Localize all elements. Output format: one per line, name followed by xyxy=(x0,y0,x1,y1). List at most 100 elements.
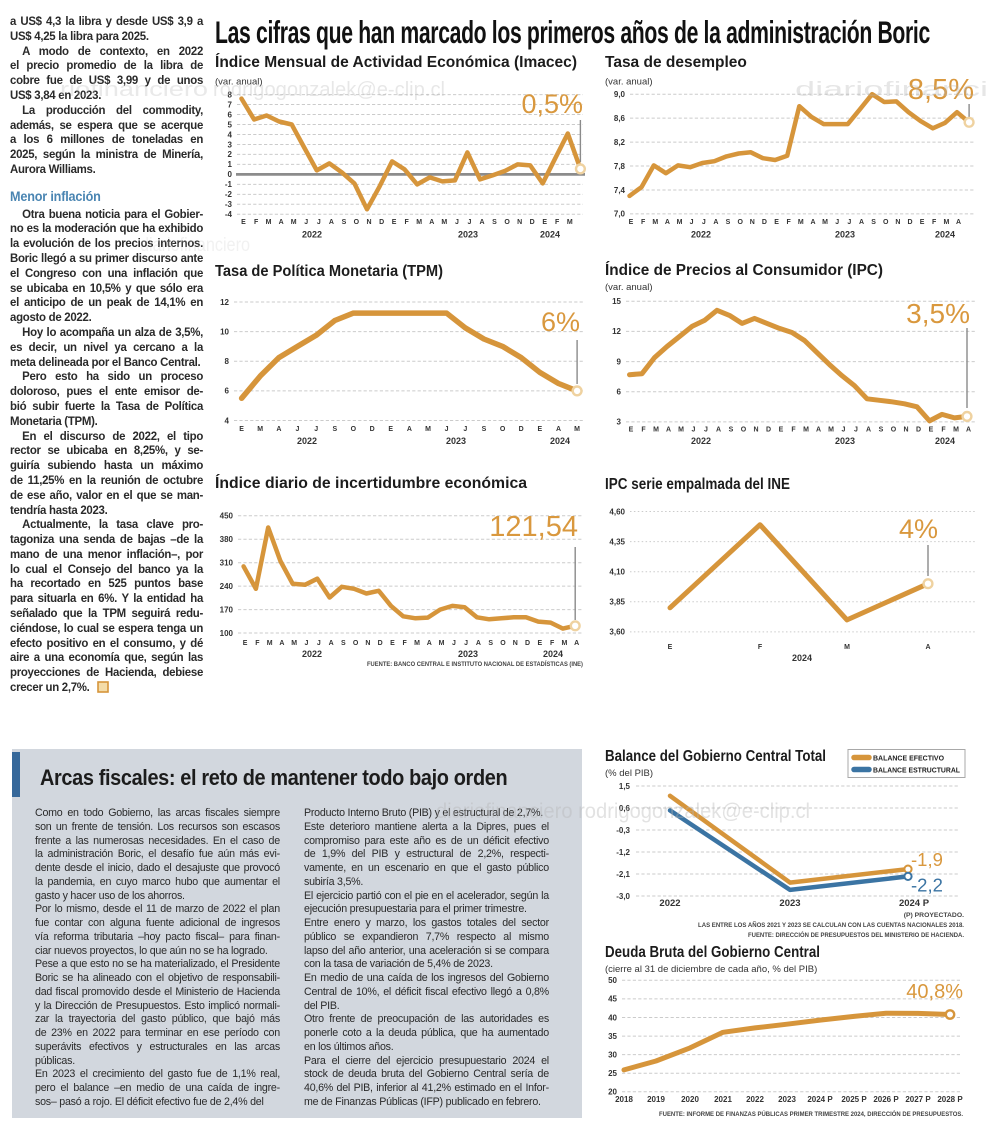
svg-text:E: E xyxy=(774,219,779,226)
svg-text:A: A xyxy=(407,426,412,433)
svg-text:S: S xyxy=(342,219,347,226)
svg-text:A: A xyxy=(665,219,670,226)
svg-text:E: E xyxy=(542,219,547,226)
svg-text:(var. anual): (var. anual) xyxy=(605,77,653,88)
svg-text:S: S xyxy=(729,427,734,434)
svg-text:M: M xyxy=(828,427,834,434)
svg-text:J: J xyxy=(445,426,449,433)
svg-text:F: F xyxy=(254,219,259,226)
svg-text:M: M xyxy=(943,219,949,226)
svg-text:D: D xyxy=(916,427,921,434)
svg-text:-3: -3 xyxy=(225,200,233,209)
svg-text:121,54: 121,54 xyxy=(489,511,578,543)
svg-text:5: 5 xyxy=(228,120,233,129)
svg-text:D: D xyxy=(762,219,767,226)
svg-text:O: O xyxy=(500,426,506,433)
svg-text:E: E xyxy=(629,427,634,434)
svg-text:(% del PIB): (% del PIB) xyxy=(605,768,653,779)
svg-text:2023: 2023 xyxy=(446,436,466,446)
svg-text:310: 310 xyxy=(220,559,234,568)
svg-text:A: A xyxy=(810,219,815,226)
svg-text:2026 P: 2026 P xyxy=(873,1095,899,1104)
svg-text:-2,2: -2,2 xyxy=(911,875,943,896)
svg-text:12: 12 xyxy=(612,327,621,336)
svg-text:M: M xyxy=(798,219,804,226)
svg-text:BALANCE EFECTIVO: BALANCE EFECTIVO xyxy=(873,754,944,763)
svg-text:2023: 2023 xyxy=(458,230,478,240)
svg-text:Balance del Gobierno Central T: Balance del Gobierno Central Total xyxy=(605,748,826,765)
svg-text:25: 25 xyxy=(608,1069,617,1078)
svg-text:N: N xyxy=(753,427,758,434)
svg-text:F: F xyxy=(941,427,946,434)
svg-text:(cierre al 31 de diciembre de: (cierre al 31 de diciembre de cada año, … xyxy=(605,964,817,975)
svg-text:F: F xyxy=(555,219,560,226)
svg-text:20: 20 xyxy=(608,1088,617,1097)
svg-text:A: A xyxy=(279,640,284,647)
svg-text:6: 6 xyxy=(228,110,233,119)
svg-text:M: M xyxy=(653,427,659,434)
svg-text:M: M xyxy=(574,426,580,433)
svg-text:A: A xyxy=(666,427,671,434)
svg-text:A: A xyxy=(859,219,864,226)
svg-text:M: M xyxy=(291,219,297,226)
svg-text:F: F xyxy=(932,219,937,226)
svg-text:8,6: 8,6 xyxy=(614,114,626,123)
svg-text:-4: -4 xyxy=(225,210,233,219)
svg-text:D: D xyxy=(379,219,384,226)
svg-text:J: J xyxy=(305,640,309,647)
svg-text:E: E xyxy=(390,640,395,647)
svg-text:D: D xyxy=(370,426,375,433)
svg-text:3: 3 xyxy=(617,418,622,427)
svg-text:A: A xyxy=(925,644,930,651)
svg-text:M: M xyxy=(291,640,297,647)
svg-text:2022: 2022 xyxy=(302,649,322,659)
svg-text:E: E xyxy=(929,427,934,434)
svg-text:2024: 2024 xyxy=(540,230,560,240)
svg-text:12: 12 xyxy=(220,298,229,307)
svg-text:O: O xyxy=(354,219,360,226)
svg-text:F: F xyxy=(641,219,646,226)
svg-text:J: J xyxy=(467,219,471,226)
svg-text:8: 8 xyxy=(225,357,230,366)
svg-text:4,35: 4,35 xyxy=(609,537,625,546)
svg-text:170: 170 xyxy=(220,605,234,614)
svg-text:A: A xyxy=(966,427,971,434)
svg-text:1: 1 xyxy=(228,160,233,169)
svg-text:J: J xyxy=(464,640,468,647)
svg-text:E: E xyxy=(241,219,246,226)
svg-text:M: M xyxy=(567,219,573,226)
svg-text:F: F xyxy=(403,640,408,647)
svg-text:E: E xyxy=(668,644,673,651)
svg-text:40,8%: 40,8% xyxy=(906,981,963,1003)
svg-text:S: S xyxy=(871,219,876,226)
svg-text:3,85: 3,85 xyxy=(609,598,625,607)
svg-text:D: D xyxy=(907,219,912,226)
svg-text:N: N xyxy=(365,640,370,647)
svg-text:S: S xyxy=(482,426,487,433)
svg-text:4%: 4% xyxy=(899,514,938,544)
svg-text:4: 4 xyxy=(225,416,230,425)
svg-text:O: O xyxy=(353,640,359,647)
svg-text:D: D xyxy=(530,219,535,226)
svg-text:rodrigogonzalek@e-clip.cl: rodrigogonzalek@e-clip.cl xyxy=(213,79,445,101)
svg-text:6: 6 xyxy=(225,387,230,396)
svg-text:M: M xyxy=(414,640,420,647)
svg-text:J: J xyxy=(317,640,321,647)
svg-text:2023: 2023 xyxy=(779,898,800,909)
svg-text:J: J xyxy=(842,427,846,434)
svg-text:A: A xyxy=(866,427,871,434)
svg-text:A: A xyxy=(329,640,334,647)
svg-text:35: 35 xyxy=(608,1032,617,1041)
svg-text:2018: 2018 xyxy=(615,1095,633,1104)
svg-text:F: F xyxy=(404,219,409,226)
svg-text:M: M xyxy=(822,219,828,226)
svg-text:2020: 2020 xyxy=(681,1095,699,1104)
svg-text:D: D xyxy=(766,427,771,434)
svg-text:-0,3: -0,3 xyxy=(616,826,630,835)
svg-text:2022: 2022 xyxy=(746,1095,764,1104)
svg-text:-1: -1 xyxy=(225,180,233,189)
svg-text:2024: 2024 xyxy=(935,230,955,240)
svg-text:S: S xyxy=(726,219,731,226)
svg-text:A: A xyxy=(429,219,434,226)
svg-text:J: J xyxy=(304,219,308,226)
